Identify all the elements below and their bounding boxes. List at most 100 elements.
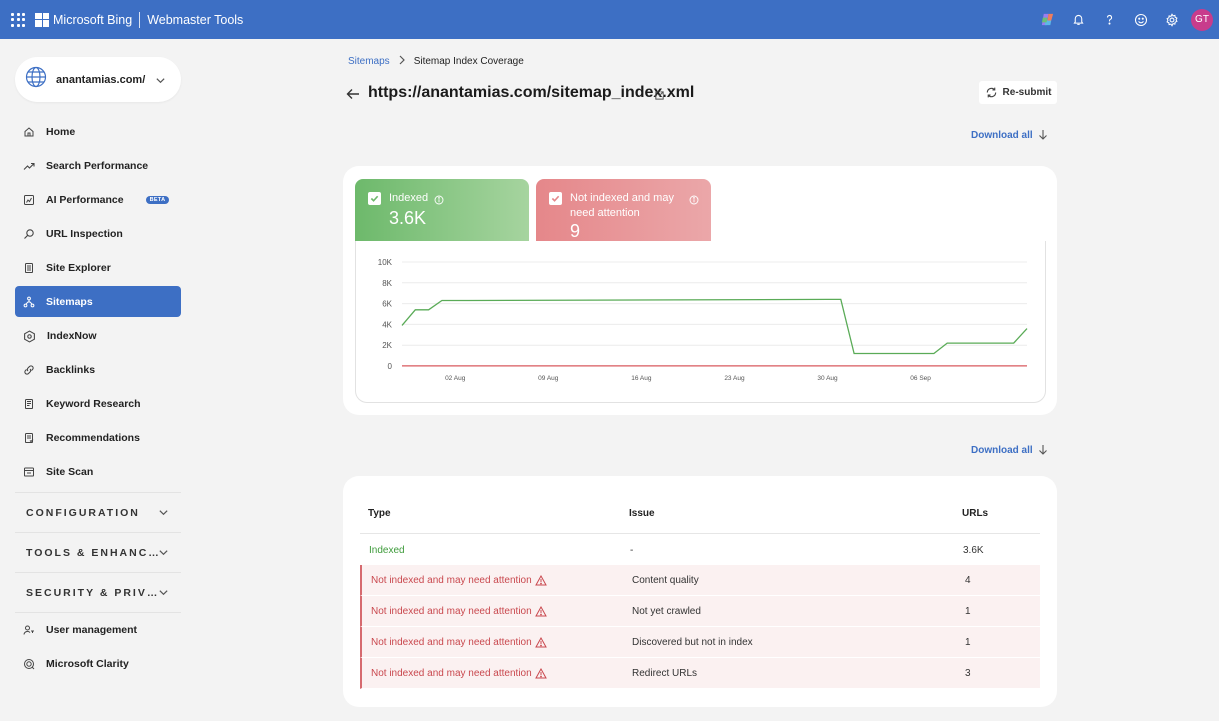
smiley-icon[interactable] bbox=[1125, 0, 1156, 39]
checkbox-checked-icon[interactable] bbox=[549, 192, 562, 205]
trend-icon bbox=[23, 162, 35, 170]
row-issue: - bbox=[630, 545, 634, 556]
sidebar-item-url-inspection[interactable]: URL Inspection bbox=[15, 217, 181, 251]
row-urls: 1 bbox=[965, 637, 971, 648]
sidebar-group-tools[interactable]: TOOLS & ENHANC… bbox=[15, 532, 181, 572]
user-key-icon bbox=[23, 625, 34, 635]
sidebar-item-home[interactable]: Home bbox=[15, 115, 181, 149]
download-all-table-button[interactable]: Download all bbox=[971, 444, 1048, 456]
row-urls: 3.6K bbox=[963, 545, 984, 556]
gear-icon[interactable] bbox=[1156, 0, 1187, 39]
sidebar-group-label: TOOLS & ENHANC… bbox=[26, 546, 161, 559]
product-name[interactable]: Webmaster Tools bbox=[147, 12, 244, 27]
column-header-urls[interactable]: URLs bbox=[962, 508, 989, 519]
sidebar-item-user-management[interactable]: User management bbox=[15, 613, 181, 647]
row-type[interactable]: Not indexed and may need attention bbox=[371, 575, 547, 586]
row-issue: Discovered but not in index bbox=[632, 637, 753, 648]
row-urls: 1 bbox=[965, 606, 971, 617]
info-icon[interactable] bbox=[434, 192, 444, 210]
sidebar-group-configuration[interactable]: CONFIGURATION bbox=[15, 492, 181, 532]
sidebar-group-label: CONFIGURATION bbox=[26, 506, 140, 519]
sidebar-item-label: Site Explorer bbox=[46, 262, 111, 274]
not-indexed-tile[interactable]: Not indexed and may need attention 9 bbox=[536, 179, 711, 241]
x-tick-label: 30 Aug bbox=[817, 375, 838, 382]
site-selector[interactable]: anantamias.com/ bbox=[15, 57, 181, 102]
row-type-label: Not indexed and may need attention bbox=[371, 575, 532, 586]
sidebar-item-label: IndexNow bbox=[47, 330, 97, 342]
app-launcher-icon[interactable] bbox=[11, 12, 25, 27]
bell-icon[interactable] bbox=[1063, 0, 1094, 39]
sidebar-item-recommendations[interactable]: Recommendations bbox=[15, 421, 181, 455]
table-row[interactable]: Not indexed and may need attention Not y… bbox=[360, 596, 1040, 627]
sidebar-group-security[interactable]: SECURITY & PRIV… bbox=[15, 572, 181, 612]
chevron-down-icon bbox=[158, 547, 169, 561]
row-type-label: Not indexed and may need attention bbox=[371, 606, 532, 617]
sidebar-item-site-explorer[interactable]: Site Explorer bbox=[15, 251, 181, 285]
coverage-chart-card: Indexed 3.6K Not indexed and may need at… bbox=[343, 166, 1057, 415]
sidebar-item-label: Site Scan bbox=[46, 466, 94, 478]
info-icon[interactable] bbox=[689, 192, 699, 210]
sidebar-group-label: SECURITY & PRIV… bbox=[26, 586, 160, 599]
row-type[interactable]: Not indexed and may need attention bbox=[371, 668, 547, 679]
breadcrumb-parent-link[interactable]: Sitemaps bbox=[348, 56, 390, 67]
row-issue: Not yet crawled bbox=[632, 606, 701, 617]
back-arrow-icon[interactable] bbox=[345, 86, 361, 107]
chevron-down-icon bbox=[158, 587, 169, 601]
sidebar-item-search-performance[interactable]: Search Performance bbox=[15, 149, 181, 183]
sidebar-item-backlinks[interactable]: Backlinks bbox=[15, 353, 181, 387]
globe-icon bbox=[25, 66, 47, 93]
sidebar-item-keyword-research[interactable]: Keyword Research bbox=[15, 387, 181, 421]
sidebar-item-sitemaps[interactable]: Sitemaps bbox=[15, 286, 181, 317]
table-row[interactable]: Not indexed and may need attention Conte… bbox=[360, 565, 1040, 596]
sidebar-item-label: Home bbox=[46, 126, 76, 138]
column-header-type[interactable]: Type bbox=[368, 508, 391, 519]
warning-icon bbox=[534, 606, 547, 617]
sidebar-nav: Home Search Performance AI Performance B… bbox=[15, 115, 181, 681]
page-title: https://anantamias.com/sitemap_index.xml bbox=[368, 84, 695, 101]
copilot-icon[interactable] bbox=[1032, 0, 1063, 39]
sidebar-item-label: Recommendations bbox=[46, 432, 140, 444]
microsoft-logo-icon bbox=[35, 12, 49, 27]
sidebar-item-ai-performance[interactable]: AI Performance BETA bbox=[15, 183, 181, 217]
chevron-right-icon bbox=[398, 55, 406, 68]
download-all-chart-button[interactable]: Download all bbox=[971, 129, 1048, 141]
sidebar-bottom: User management Microsoft Clarity bbox=[15, 612, 181, 681]
link-icon bbox=[24, 365, 34, 375]
coverage-line-chart: 0 2K 4K 6K 8K 10K 02 Aug 09 Aug 16 Aug 23 Aug 30 A… bbox=[355, 241, 1046, 403]
scan-icon bbox=[24, 467, 34, 477]
row-type-label: Not indexed and may need attention bbox=[371, 637, 532, 648]
column-header-issue[interactable]: Issue bbox=[629, 508, 655, 519]
row-type[interactable]: Not indexed and may need attention bbox=[371, 637, 547, 648]
sidebar-item-indexnow[interactable]: IndexNow bbox=[15, 319, 181, 353]
table-header: Type Issue URLs bbox=[360, 504, 1040, 534]
table-row[interactable]: Not indexed and may need attention Redir… bbox=[360, 658, 1040, 689]
row-type[interactable]: Indexed bbox=[369, 545, 405, 556]
row-issue: Content quality bbox=[632, 575, 699, 586]
external-link-icon[interactable] bbox=[654, 88, 665, 106]
sidebar-item-label: User management bbox=[46, 624, 138, 636]
help-icon[interactable] bbox=[1094, 0, 1125, 39]
refresh-icon bbox=[986, 87, 996, 98]
y-tick-label: 0 bbox=[388, 362, 393, 371]
row-type-label: Not indexed and may need attention bbox=[371, 668, 532, 679]
resubmit-button[interactable]: Re-submit bbox=[979, 81, 1057, 104]
table-row[interactable]: Not indexed and may need attention Disco… bbox=[360, 627, 1040, 658]
row-type[interactable]: Not indexed and may need attention bbox=[371, 606, 547, 617]
table-row[interactable]: Indexed - 3.6K bbox=[360, 535, 1040, 566]
brand-name[interactable]: Microsoft Bing bbox=[53, 12, 133, 27]
x-tick-label: 23 Aug bbox=[724, 375, 745, 382]
resubmit-label: Re-submit bbox=[1002, 87, 1052, 98]
sidebar-item-site-scan[interactable]: Site Scan bbox=[15, 455, 181, 489]
indexed-tile[interactable]: Indexed 3.6K bbox=[355, 179, 529, 241]
clarity-icon bbox=[24, 659, 35, 670]
sidebar-item-microsoft-clarity[interactable]: Microsoft Clarity bbox=[15, 647, 181, 681]
download-all-label: Download all bbox=[971, 129, 1033, 141]
row-issue: Redirect URLs bbox=[632, 668, 698, 679]
avatar[interactable]: GT bbox=[1191, 8, 1213, 31]
coverage-table-card: Type Issue URLs Indexed - 3.6K Not index… bbox=[343, 476, 1057, 707]
download-arrow-icon bbox=[1038, 130, 1047, 140]
indexed-tile-label: Indexed bbox=[389, 192, 429, 204]
sidebar-item-label: Sitemaps bbox=[46, 295, 93, 308]
y-tick-label: 10K bbox=[378, 258, 393, 267]
checkbox-checked-icon[interactable] bbox=[368, 192, 381, 205]
